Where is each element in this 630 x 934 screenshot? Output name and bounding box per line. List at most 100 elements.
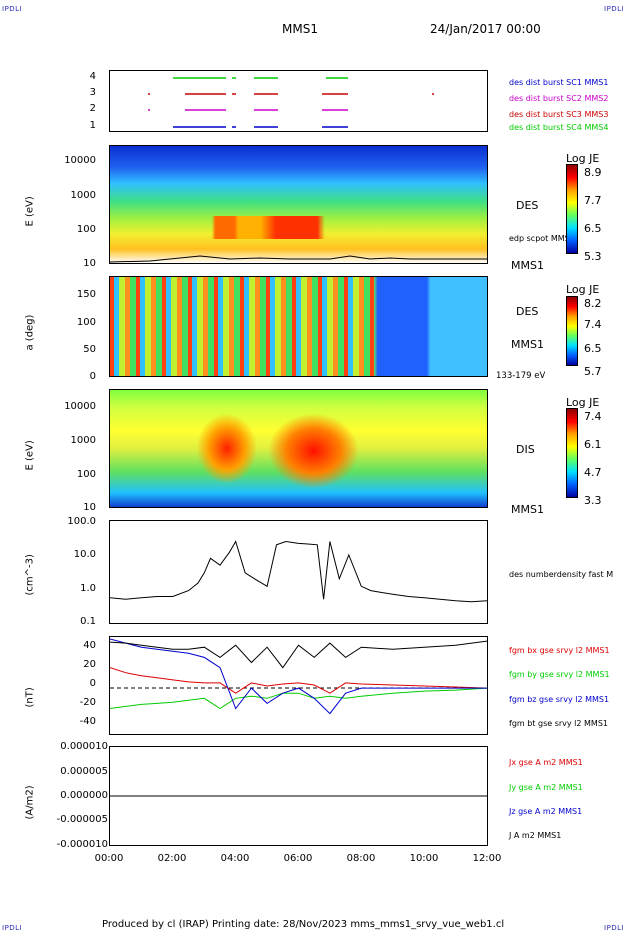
des-e-ytick-1000: 1000 — [70, 190, 96, 201]
des-pitch-spectrogram — [109, 276, 488, 377]
current-plot — [110, 795, 487, 797]
series-line-0 — [110, 540, 487, 603]
density-panel — [109, 520, 488, 624]
series-line-2 — [110, 638, 487, 715]
des-energy-spectrogram — [109, 145, 488, 264]
bfield-panel — [109, 636, 488, 735]
cb1-bar — [566, 164, 578, 254]
series-line-0 — [110, 667, 487, 694]
legend-jy: Jy gse A m2 MMS1 — [509, 783, 583, 792]
cb1-tick-3: 5.3 — [584, 250, 602, 263]
dis-energy-ylabel: E (eV) — [24, 440, 36, 471]
xtick-0800: 08:00 — [346, 853, 376, 864]
burst-ytick-3: 3 — [89, 87, 96, 98]
dis-e-ytick-10: 10 — [83, 502, 96, 513]
cb2-tick-0: 8.2 — [584, 297, 602, 310]
bfield-ytick--20: -20 — [79, 697, 96, 708]
current-panel — [109, 746, 488, 846]
xtick-1200: 12:00 — [472, 853, 502, 864]
cb3-bar — [566, 408, 578, 498]
des-pa-ytick-100: 100 — [76, 317, 96, 328]
current-ytick-1: 0.000005 — [60, 766, 108, 777]
chart-title: MMS1 — [282, 22, 318, 36]
burst-ytick-2: 2 — [89, 103, 96, 114]
dis-label: DIS — [516, 443, 535, 456]
des-pa-ytick-50: 50 — [83, 344, 96, 355]
legend-j: J A m2 MMS1 — [509, 831, 562, 840]
des-e-ytick-100: 100 — [76, 224, 96, 235]
des-pa-energy-label: 133-179 eV — [496, 371, 546, 381]
current-ylabel: (A/m2) — [24, 785, 36, 820]
density-ylabel: (cm^-3) — [24, 554, 36, 596]
cb1-tick-2: 6.5 — [584, 222, 602, 235]
cb1-title: Log JE — [566, 152, 600, 165]
series-line-3 — [110, 640, 487, 669]
cb2-bar — [566, 296, 578, 366]
des-pa-ytick-0: 0 — [89, 371, 96, 382]
density-ytick-1: 1.0 — [80, 583, 96, 594]
legend-bt: fgm bt gse srvy l2 MMS1 — [509, 719, 608, 728]
current-ytick-2: 0.000000 — [60, 790, 108, 801]
legend-sc4: des dist burst SC4 MMS4 — [509, 123, 609, 132]
current-ytick-0: 0.000010 — [60, 741, 108, 752]
cb2-tick-3: 5.7 — [584, 365, 602, 378]
legend-sc2: des dist burst SC2 MMS2 — [509, 94, 609, 103]
density-legend: des numberdensity fast M — [509, 570, 614, 579]
xtick-0200: 02:00 — [157, 853, 187, 864]
bfield-ylabel: (nT) — [24, 687, 36, 708]
corner-label-tr: IPDLI — [604, 5, 625, 13]
series-line-1 — [110, 687, 487, 710]
des-e-ytick-10000: 10000 — [64, 155, 96, 166]
des-scpot-line — [110, 255, 487, 263]
density-ytick-10: 10.0 — [73, 549, 96, 560]
xtick-0600: 06:00 — [283, 853, 313, 864]
cb2-tick-1: 7.4 — [584, 318, 602, 331]
corner-label-bl: IPDLI — [2, 924, 23, 932]
legend-bx: fgm bx gse srvy l2 MMS1 — [509, 646, 610, 655]
dis-e-ytick-100: 100 — [76, 469, 96, 480]
legend-sc3: des dist burst SC3 MMS3 — [509, 110, 609, 119]
cb2-tick-2: 6.5 — [584, 342, 602, 355]
cb1-tick-0: 8.9 — [584, 166, 602, 179]
density-ytick-0.1: 0.1 — [80, 616, 96, 627]
cb3-title: Log JE — [566, 396, 600, 409]
burst-plot — [148, 77, 434, 128]
xtick-1000: 10:00 — [409, 853, 439, 864]
des-mms1-label: MMS1 — [511, 259, 544, 272]
corner-label-tl: IPDLI — [2, 5, 23, 13]
dis-energy-spectrogram — [109, 389, 488, 508]
xtick-0400: 04:00 — [220, 853, 250, 864]
density-plot — [110, 540, 487, 603]
cb3-tick-2: 4.7 — [584, 466, 602, 479]
footer-credit: Produced by cl (IRAP) Printing date: 28/… — [102, 919, 505, 930]
bfield-plot — [110, 638, 487, 715]
dis-mms1-label: MMS1 — [511, 503, 544, 516]
chart-date: 24/Jan/2017 00:00 — [430, 22, 541, 36]
current-ytick-3: -0.000005 — [56, 814, 108, 825]
burst-ytick-1: 1 — [89, 120, 96, 131]
legend-bz: fgm bz gse srvy l2 MMS1 — [509, 695, 610, 704]
des-pa-mms1-label: MMS1 — [511, 338, 544, 351]
bfield-ytick-20: 20 — [83, 659, 96, 670]
xtick-0000: 00:00 — [94, 853, 124, 864]
cb2-title: Log JE — [566, 283, 600, 296]
legend-sc1: des dist burst SC1 MMS1 — [509, 78, 609, 87]
burst-panel — [109, 70, 488, 132]
des-energy-ylabel: E (eV) — [24, 196, 36, 227]
density-ytick-100: 100.0 — [67, 516, 96, 527]
bfield-ytick-40: 40 — [83, 640, 96, 651]
des-label: DES — [516, 199, 539, 212]
current-ytick-4: -0.000010 — [56, 839, 108, 850]
cb3-tick-0: 7.4 — [584, 410, 602, 423]
legend-jz: Jz gse A m2 MMS1 — [509, 807, 583, 816]
bfield-ytick--40: -40 — [79, 716, 96, 727]
cb1-tick-1: 7.7 — [584, 194, 602, 207]
cb3-tick-3: 3.3 — [584, 494, 602, 507]
cb3-tick-1: 6.1 — [584, 438, 602, 451]
des-pa-label: DES — [516, 305, 539, 318]
dis-e-ytick-10000: 10000 — [64, 401, 96, 412]
edp-scpot-label: edp scpot MMS1 — [509, 234, 575, 243]
burst-ytick-4: 4 — [89, 71, 96, 82]
des-pitch-ylabel: a (deg) — [24, 314, 36, 351]
des-pa-ytick-150: 150 — [76, 289, 96, 300]
